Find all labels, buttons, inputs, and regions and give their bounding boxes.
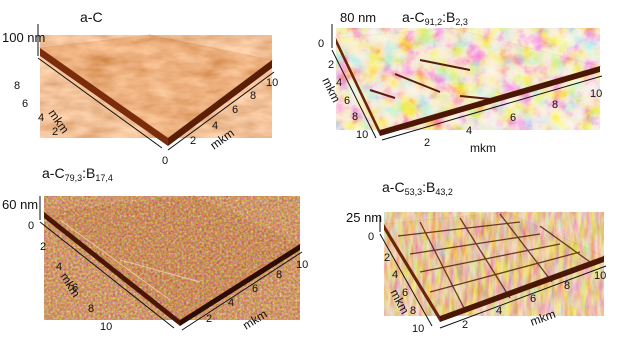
panel-c-axes xyxy=(39,196,303,331)
panel-b-y-tick-3: 8 xyxy=(352,111,358,123)
panel-b-z-label: 80 nm xyxy=(340,10,376,25)
panel-b-z-tick-0: 0 xyxy=(318,38,324,50)
panel-b: a-C91,2:B2,3 80 nm 0 2 4 6 8 10 mkm 2 4 … xyxy=(318,9,602,155)
panel-d: a-C53,3:B43,2 25 nm 0 2 4 xyxy=(346,179,606,335)
panel-c-z-tick-0: 0 xyxy=(28,220,34,232)
panel-d-y-axis-label: mkm xyxy=(387,287,412,317)
panel-a-x-tick-3: 6 xyxy=(232,104,238,116)
panel-a-axes xyxy=(37,24,275,151)
panel-c-x-tick-1: 4 xyxy=(228,297,234,309)
panel-c-z-label: 60 nm xyxy=(2,197,38,212)
panel-d-x-axis-label: mkm xyxy=(528,307,557,329)
panel-a-y-axis-label: mkm xyxy=(46,107,72,136)
panel-c-y-tick-2: 6 xyxy=(72,282,78,294)
panel-d-surface xyxy=(383,211,605,322)
panel-d-x-tick-2: 6 xyxy=(530,293,536,305)
panel-d-y-tick-4: 10 xyxy=(412,323,424,335)
panel-b-x-tick-2: 6 xyxy=(510,112,516,124)
panel-c-title: a-C79,3:B17,4 xyxy=(42,165,113,183)
panel-c-y-tick-3: 8 xyxy=(88,303,94,315)
panel-a-y-tick-0: 8 xyxy=(14,80,20,92)
panel-d-title: a-C53,3:B43,2 xyxy=(382,179,453,197)
panel-a-y-tick-2: 4 xyxy=(38,112,44,124)
panel-d-x-tick-4: 10 xyxy=(594,270,606,282)
panel-b-y-tick-4: 10 xyxy=(356,129,368,141)
panel-c-y-tick-1: 4 xyxy=(56,261,62,273)
panel-b-y-tick-2: 6 xyxy=(344,95,350,107)
panel-d-z-label: 25 nm xyxy=(346,210,382,225)
panel-a-surface xyxy=(39,34,273,146)
panel-b-title: a-C91,2:B2,3 xyxy=(402,9,468,27)
panel-c-x-tick-2: 6 xyxy=(252,283,258,295)
panel-d-axes xyxy=(379,216,607,329)
panel-c-x-tick-0: 2 xyxy=(206,313,212,325)
panel-a-x-tick-5: 10 xyxy=(266,77,278,89)
panel-d-y-tick-2: 6 xyxy=(402,287,408,299)
panel-a-title: a-C xyxy=(80,9,103,25)
panel-a-x-tick-1: 2 xyxy=(190,135,196,147)
panel-a-x-tick-4: 8 xyxy=(250,90,256,102)
panel-c-x-tick-4: 10 xyxy=(296,259,308,271)
panel-c-x-axis-label: mkm xyxy=(240,307,269,333)
panel-d-x-tick-1: 4 xyxy=(496,305,502,317)
panel-a-x-tick-2: 4 xyxy=(212,120,218,132)
panel-c-y-tick-4: 10 xyxy=(100,321,112,333)
panel-a-z-label: 100 nm xyxy=(2,30,45,45)
panel-b-x-tick-3: 8 xyxy=(552,99,558,111)
panel-a-y-tick-1: 6 xyxy=(22,98,28,110)
panel-b-surface xyxy=(335,27,602,136)
panel-c-y-axis-label: mkm xyxy=(57,270,83,299)
panel-c-surface xyxy=(43,195,301,326)
panel-b-y-tick-1: 4 xyxy=(336,77,342,89)
panel-d-z-tick-0: 0 xyxy=(368,231,374,243)
panel-b-y-tick-0: 2 xyxy=(328,59,334,71)
panel-c: a-C79,3:B17,4 60 nm 0 2 4 6 8 10 mkm 2 4… xyxy=(2,165,308,333)
panel-a-x-tick-0: 0 xyxy=(162,155,168,167)
panel-c-y-tick-0: 2 xyxy=(40,241,46,253)
panel-d-x-tick-3: 8 xyxy=(564,280,570,292)
panel-b-axes xyxy=(331,24,603,141)
panel-b-x-tick-1: 4 xyxy=(466,125,472,137)
panel-d-y-tick-1: 4 xyxy=(392,269,398,281)
panel-b-x-tick-0: 2 xyxy=(424,137,430,149)
panel-d-y-tick-0: 2 xyxy=(384,252,390,264)
panel-b-x-tick-4: 10 xyxy=(590,88,602,100)
panel-d-x-tick-0: 2 xyxy=(462,319,468,331)
panel-b-x-axis-label: mkm xyxy=(470,141,496,155)
panel-c-x-tick-3: 8 xyxy=(276,269,282,281)
panel-a: a-C 100 nm 8 6 4 2 mkm 0 2 4 6 8 10 mkm xyxy=(2,9,278,167)
panel-d-y-tick-3: 8 xyxy=(410,305,416,317)
panel-a-y-tick-3: 2 xyxy=(52,126,58,138)
